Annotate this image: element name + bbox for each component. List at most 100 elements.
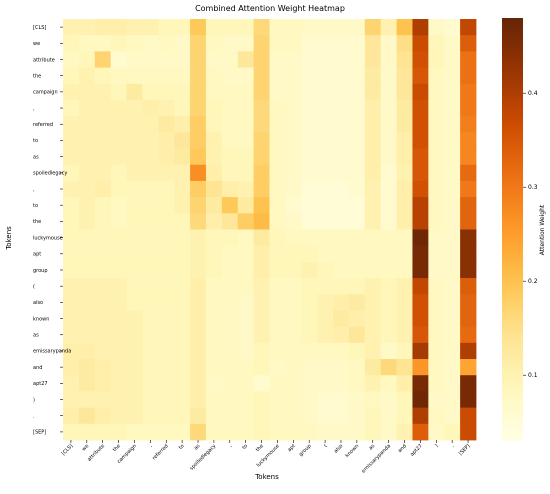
heatmap-cell [94,19,112,36]
x-tick-label: known [344,443,360,459]
heatmap-cell [78,407,96,425]
heatmap-cell [190,51,207,68]
heatmap-cell [301,407,318,425]
heatmap-cell [237,83,255,101]
heatmap-cell [94,99,112,117]
heatmap-cell [190,278,207,295]
heatmap-cell [317,391,334,409]
heatmap-cell [301,213,318,230]
heatmap-cell [110,342,127,360]
heatmap-cell [190,310,207,328]
heatmap-cell [348,359,366,376]
heatmap-cell [142,83,159,101]
heatmap-cell [94,35,112,52]
heatmap-cell [63,245,80,263]
heatmap-cell [126,132,143,149]
heatmap-cell [444,83,461,101]
heatmap-cell [63,407,80,425]
heatmap-cell [333,99,350,117]
heatmap-cell [348,326,366,344]
heatmap-cell [63,359,80,376]
heatmap-cell [78,164,96,182]
y-axis-label: Tokens [5,226,13,251]
heatmap-cell [380,197,397,214]
heatmap-cell [237,407,255,425]
heatmap-cell [444,180,461,198]
heatmap-cell [78,116,96,133]
heatmap-cell [253,164,270,182]
heatmap-cell [94,407,112,425]
heatmap-cell [317,229,334,247]
heatmap-cell [221,423,239,441]
heatmap-cell [428,423,445,441]
heatmap-cell [396,35,413,52]
heatmap-cell [269,310,286,328]
heatmap-cell [396,294,413,311]
heatmap-cell [221,197,239,214]
heatmap-cell [158,35,175,52]
heatmap-cell [174,19,191,36]
heatmap-cell [412,116,429,133]
heatmap-cell [63,229,80,247]
heatmap-cell [110,180,127,198]
heatmap-cell [205,375,223,392]
heatmap-cell [205,342,223,360]
heatmap-cell [285,19,302,36]
heatmap-cell [94,359,112,376]
heatmap-cell [158,229,175,247]
heatmap-cell [205,326,223,344]
heatmap-cell [253,99,270,117]
heatmap-cell [333,197,350,214]
heatmap-cell [221,359,239,376]
heatmap-cell [444,197,461,214]
heatmap-cell [94,229,112,247]
y-tick-label: the [33,73,41,79]
heatmap-cell [253,294,270,311]
heatmap-cell [110,148,127,166]
heatmap-cell [142,342,159,360]
heatmap-cell [380,294,397,311]
heatmap-cell [396,342,413,360]
heatmap-cell [285,261,302,279]
heatmap-cell [317,148,334,166]
heatmap-cell [412,164,429,182]
heatmap-cell [221,375,239,392]
heatmap-cell [78,342,96,360]
heatmap-cell [174,310,191,328]
heatmap-cell [428,359,445,376]
heatmap-cell [460,342,477,360]
heatmap-cell [460,407,477,425]
y-tick-label: ( [33,284,35,290]
heatmap-cell [237,67,255,85]
heatmap-cell [428,342,445,360]
heatmap-cell [444,294,461,311]
heatmap-cell [269,67,286,85]
heatmap-cell [428,99,445,117]
heatmap-cell [158,391,175,409]
heatmap-cell [428,229,445,247]
heatmap-cell [364,116,382,133]
heatmap-cell [190,197,207,214]
heatmap-cell [126,375,143,392]
heatmap-cell [428,407,445,425]
heatmap-cell [205,148,223,166]
heatmap-cell [126,164,143,182]
heatmap-cell [221,261,239,279]
heatmap-cell [94,375,112,392]
heatmap-cell [444,423,461,441]
heatmap-cell [444,245,461,263]
heatmap-cell [396,261,413,279]
heatmap-cell [158,116,175,133]
heatmap-cell [412,197,429,214]
x-tick-label: we [81,443,90,452]
heatmap-cell [221,213,239,230]
heatmap-cell [237,180,255,198]
heatmap-cell [301,278,318,295]
heatmap-cell [142,132,159,149]
heatmap-cell [221,391,239,409]
heatmap-cell [301,83,318,101]
heatmap-cell [317,132,334,149]
heatmap-cell [412,67,429,85]
heatmap-cell [317,375,334,392]
heatmap-cell [142,148,159,166]
